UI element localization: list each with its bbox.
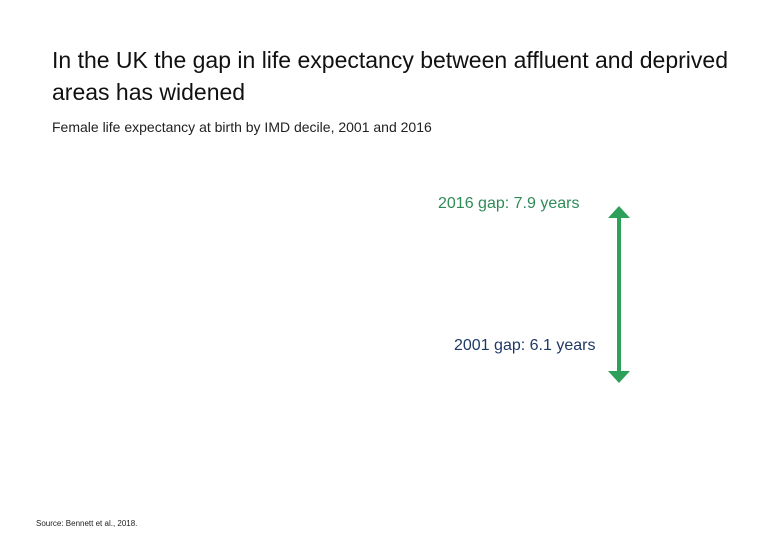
source-note: Source: Bennett et al., 2018. xyxy=(36,519,138,528)
chart-title: In the UK the gap in life expectancy bet… xyxy=(52,47,728,105)
chart-subtitle: Female life expectancy at birth by IMD d… xyxy=(52,119,432,135)
gap-2001-label: 2001 gap: 6.1 years xyxy=(454,337,596,354)
gap-2016-label: 2016 gap: 7.9 years xyxy=(438,195,580,212)
gap-arrow xyxy=(608,206,630,383)
gap-arrow-head-bottom xyxy=(608,371,630,383)
gap-arrow-head-top xyxy=(608,206,630,218)
